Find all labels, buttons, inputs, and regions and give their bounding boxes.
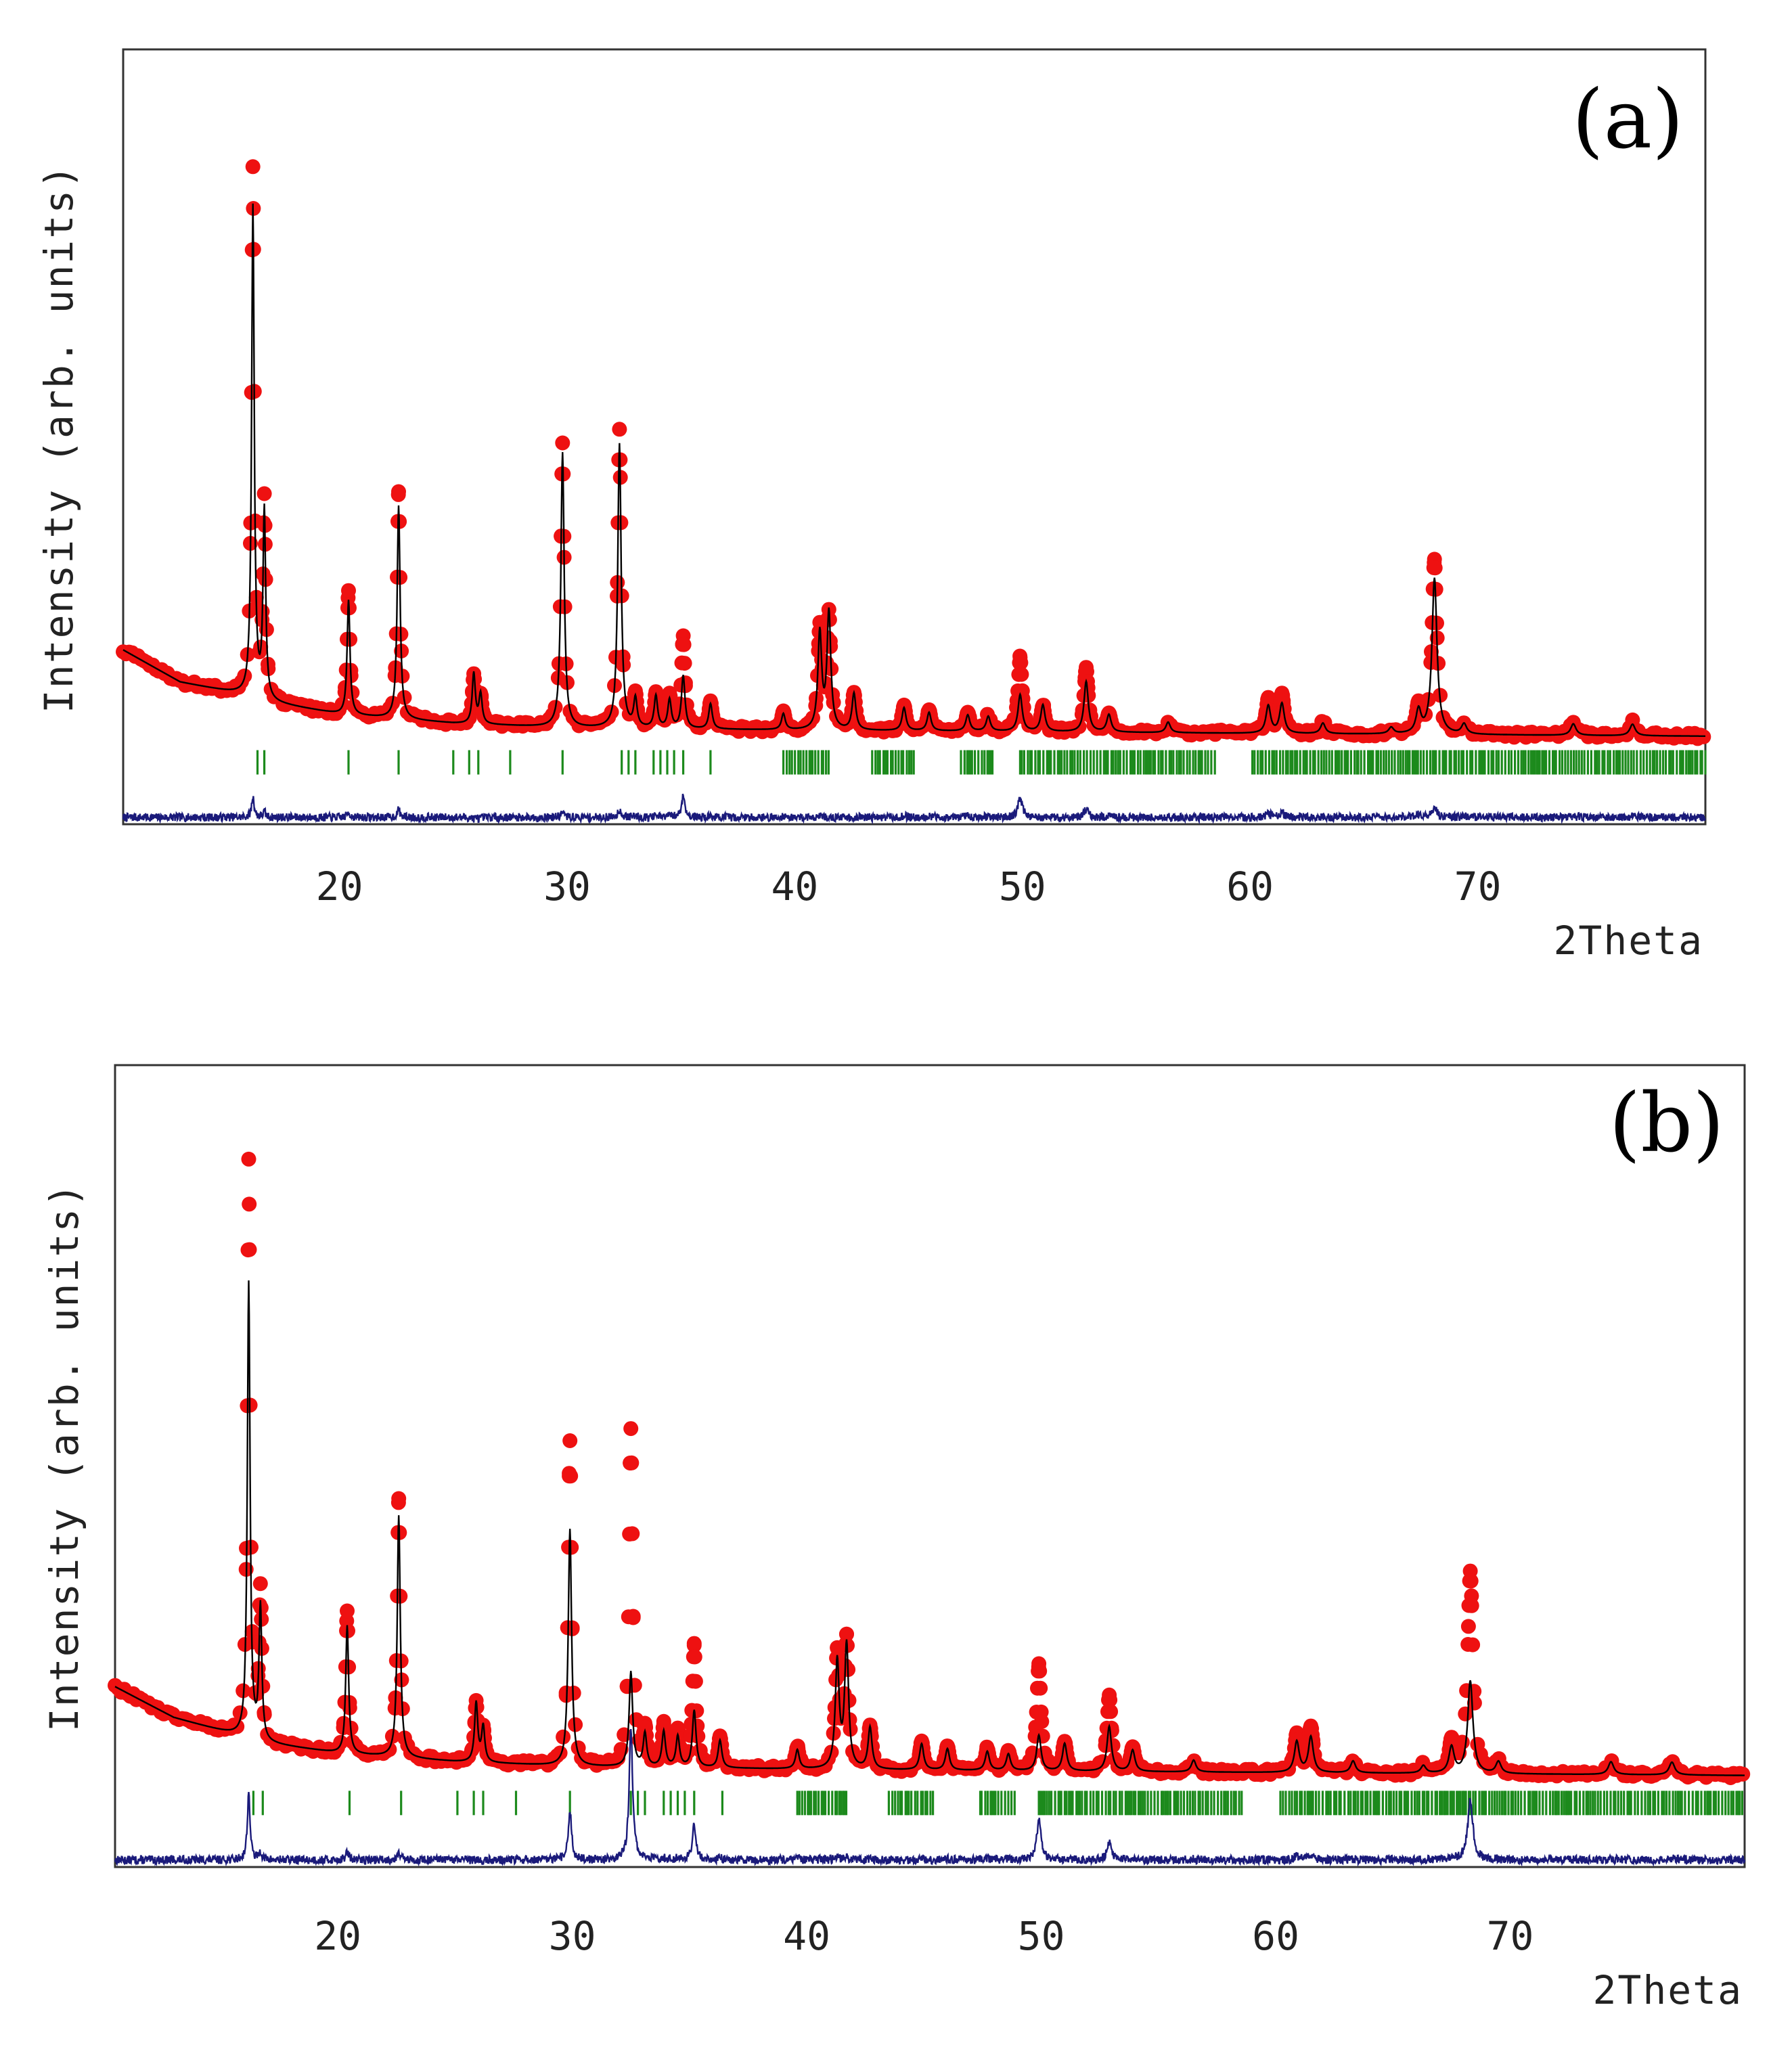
obs-point	[1016, 700, 1031, 715]
x-tick-label: 20	[316, 863, 363, 909]
obs-point	[340, 1603, 355, 1619]
obs-point	[1103, 1704, 1119, 1720]
obs-point	[1095, 1754, 1111, 1770]
x-tick-label: 70	[1487, 1913, 1534, 1959]
obs-point	[613, 1742, 629, 1757]
panel-label-a: (a)	[1572, 73, 1684, 167]
obs-point	[1105, 1738, 1121, 1753]
obs-point	[1013, 655, 1029, 671]
panel-a: 20 30 40 50 60 70 2Theta Intensity (arb. unit…	[36, 48, 1711, 964]
x-tick-label: 40	[783, 1913, 830, 1959]
obs-point	[1427, 560, 1443, 576]
obs-point	[552, 1745, 568, 1761]
obs-point	[556, 1729, 571, 1745]
obs-point	[241, 1151, 256, 1167]
x-tick-label: 70	[1454, 863, 1502, 909]
obs-point	[245, 159, 261, 175]
obs-point	[623, 1421, 639, 1437]
obs-point	[341, 583, 356, 598]
obs-point	[1735, 1766, 1751, 1782]
obs-point	[555, 435, 570, 451]
obs-point	[690, 1728, 706, 1744]
obs-point	[1448, 1745, 1463, 1761]
x-tick-label: 50	[999, 863, 1046, 909]
obs-point	[1104, 1720, 1119, 1736]
obs-points	[108, 1151, 1751, 1785]
obs-point	[612, 422, 627, 437]
obs-point	[689, 1703, 704, 1719]
obs-point	[1080, 674, 1095, 689]
obs-point	[1464, 1598, 1479, 1613]
obs-point	[674, 1747, 690, 1761]
obs-point	[1466, 1695, 1482, 1711]
obs-point	[242, 1242, 257, 1257]
obs-point	[568, 1717, 583, 1732]
obs-point	[677, 678, 693, 694]
x-axis-title: 2Theta	[1553, 918, 1703, 964]
obs-point	[382, 1742, 397, 1757]
x-tick-label: 40	[771, 863, 818, 909]
x-tick-label: 30	[543, 863, 591, 909]
y-axis-title: Intensity (arb. units)	[36, 164, 82, 713]
obs-point	[687, 1649, 702, 1665]
obs-point	[1033, 1680, 1048, 1696]
difference-line	[122, 793, 1706, 825]
obs-point	[1032, 1663, 1048, 1679]
obs-point	[1033, 1704, 1049, 1720]
x-tick-label: 20	[314, 1913, 361, 1959]
bragg-ticks	[256, 750, 1707, 775]
calculated-line	[122, 203, 1705, 737]
obs-point	[1466, 1684, 1482, 1699]
x-tick-label: 60	[1226, 863, 1274, 909]
obs-point	[677, 656, 692, 671]
plot-frame	[114, 1064, 1746, 1868]
obs-point	[617, 1727, 632, 1743]
obs-point	[625, 1609, 641, 1624]
obs-point	[624, 1455, 640, 1470]
obs-point	[232, 1705, 248, 1721]
calculated-line	[114, 1280, 1745, 1776]
plot-frame	[122, 48, 1707, 826]
x-tick-label: 60	[1252, 1913, 1299, 1959]
obs-point	[563, 1468, 579, 1484]
obs-point	[1035, 1728, 1050, 1744]
obs-point	[625, 1526, 640, 1542]
obs-point	[1463, 1573, 1479, 1589]
x-tick-label: 50	[1018, 1913, 1065, 1959]
obs-point	[1465, 1637, 1481, 1653]
obs-point	[242, 1196, 257, 1212]
difference-line	[114, 1728, 1746, 1867]
panel-label-b: (b)	[1609, 1077, 1724, 1171]
bragg-ticks	[252, 1791, 1743, 1816]
obs-point	[1460, 1619, 1476, 1634]
obs-point	[676, 637, 692, 652]
obs-point	[839, 1626, 854, 1642]
obs-point	[1014, 667, 1029, 682]
obs-point	[1414, 706, 1430, 721]
obs-point	[391, 1491, 407, 1506]
panel-b: 20 30 40 50 60 70 2Theta Intensity (arb. unit…	[41, 1064, 1751, 2013]
obs-point	[1458, 1706, 1473, 1722]
obs-point	[562, 1433, 578, 1448]
obs-point	[1102, 1692, 1118, 1708]
obs-points	[116, 159, 1711, 746]
obs-point	[679, 697, 694, 713]
x-ticks: 20 30 40 50 60 70	[314, 1913, 1533, 1959]
x-ticks: 20 30 40 50 60 70	[316, 863, 1502, 909]
obs-point	[252, 1576, 268, 1592]
obs-point	[641, 1745, 656, 1760]
x-axis-title: 2Theta	[1592, 1967, 1743, 2013]
obs-point	[688, 1673, 703, 1689]
obs-point	[256, 486, 272, 501]
x-tick-label: 30	[549, 1913, 596, 1959]
y-axis-title: Intensity (arb. units)	[41, 1182, 87, 1732]
obs-point	[391, 484, 406, 499]
obs-point	[686, 1638, 702, 1653]
obs-point	[1014, 683, 1030, 698]
